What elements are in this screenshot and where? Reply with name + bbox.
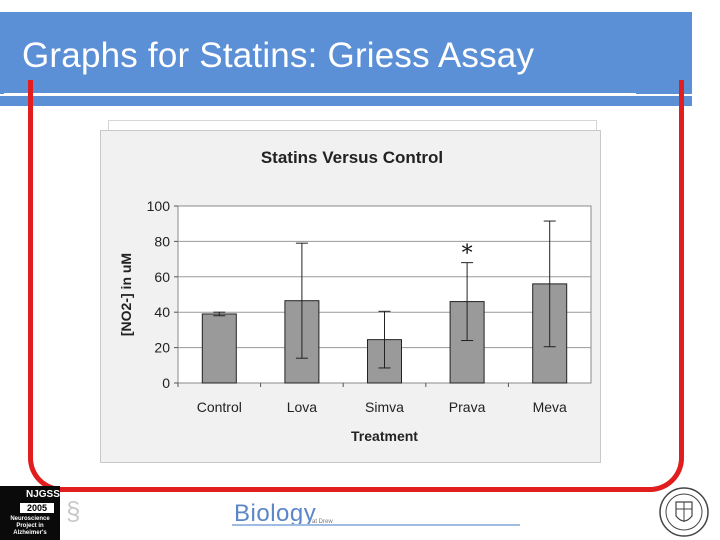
logo-caption-line: Neuroscience bbox=[10, 516, 50, 522]
y-tick-label: 60 bbox=[154, 269, 170, 285]
university-seal-icon bbox=[659, 487, 709, 537]
dna-icon: § bbox=[66, 496, 81, 526]
x-tick-label: Meva bbox=[533, 399, 567, 415]
y-tick-label: 0 bbox=[162, 375, 170, 391]
njgss-logo: NJGSS 2005 Neuroscience Project in Alzhe… bbox=[0, 486, 60, 540]
bar-control bbox=[201, 313, 237, 384]
x-axis-label: Treatment bbox=[351, 428, 418, 444]
chart-panel: Statins Versus Control 0 20 40 60 80 100 Cont… bbox=[100, 130, 601, 463]
content-frame bbox=[28, 80, 684, 492]
y-tick-label: 80 bbox=[154, 233, 170, 249]
chart-shadow bbox=[108, 120, 597, 130]
x-tick-label: Lova bbox=[287, 399, 318, 415]
logo-caption-line: Alzheimer's bbox=[13, 530, 47, 536]
title-underline bbox=[4, 93, 636, 96]
logo-caption: Neuroscience Project in Alzheimer's bbox=[1, 516, 59, 537]
significance-asterisk: * bbox=[462, 242, 473, 267]
biology-logo-line bbox=[232, 524, 520, 526]
y-tick-label: 100 bbox=[147, 198, 171, 214]
x-tick-label: Prava bbox=[449, 399, 486, 415]
y-tick-label: 40 bbox=[154, 304, 170, 320]
logo-caption-line: Project in bbox=[16, 523, 44, 529]
x-tick-label: Simva bbox=[365, 399, 404, 415]
statins-bar-chart: Statins Versus Control 0 20 40 60 80 100 Cont… bbox=[118, 148, 592, 444]
logo-year: 2005 bbox=[20, 503, 54, 513]
biology-logo-text: Biology bbox=[234, 500, 317, 527]
biology-logo-subtext: at Drew bbox=[312, 519, 333, 525]
x-tick-label: Control bbox=[197, 399, 242, 415]
slide-title: Graphs for Statins: Griess Assay bbox=[22, 36, 535, 75]
title-bar-shade bbox=[0, 96, 692, 106]
chart-title: Statins Versus Control bbox=[261, 148, 443, 167]
y-axis-label: [NO2-] in uM bbox=[118, 253, 134, 336]
y-tick-label: 20 bbox=[154, 340, 170, 356]
title-bar bbox=[0, 12, 692, 94]
logo-top-text: NJGSS bbox=[26, 489, 60, 500]
